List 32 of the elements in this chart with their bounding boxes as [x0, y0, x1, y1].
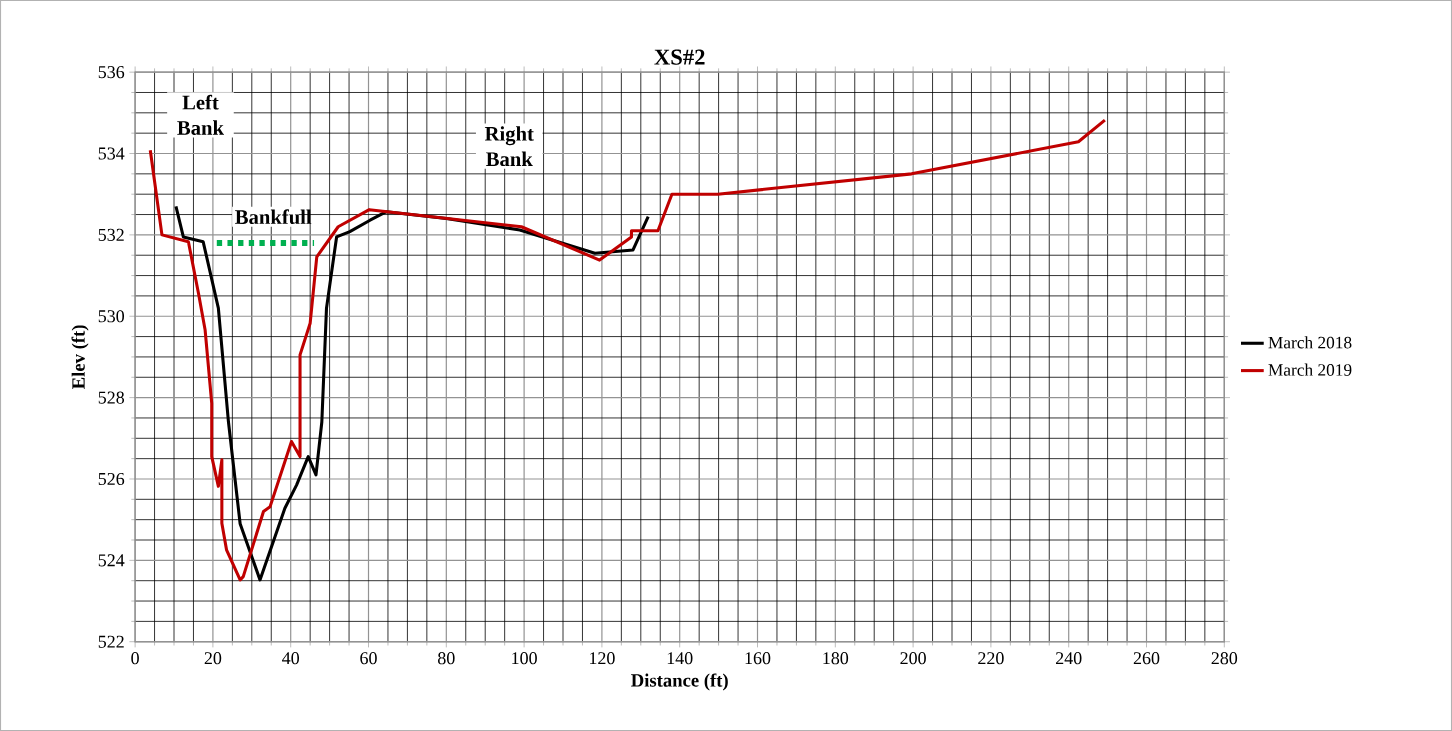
x-tick-label: 240 [1056, 652, 1082, 665]
x-tick-label: 260 [1133, 652, 1160, 665]
x-tick-label: 140 [667, 652, 693, 665]
x-tick-label: 120 [590, 652, 615, 665]
y-tick-label: 522 [98, 635, 124, 648]
y-axis-title: Elev (ft) [71, 325, 89, 389]
y-tick-label: 524 [98, 554, 125, 567]
legend-label: March 2019 [1268, 363, 1352, 376]
chart-title: XS#2 [654, 49, 705, 65]
y-tick-label: 532 [98, 228, 124, 241]
line-series [148, 118, 1107, 582]
x-axis-title: Distance (ft) [631, 673, 728, 691]
annotation: Left Bank [177, 94, 224, 135]
x-tick-label: 60 [360, 652, 377, 665]
legend-label: March 2018 [1268, 336, 1352, 349]
x-tick-label: 20 [204, 652, 222, 665]
y-tick-label: 526 [98, 472, 125, 485]
x-tick-label: 100 [512, 652, 537, 665]
y-tick-label: 536 [98, 66, 125, 79]
x-tick-label: 160 [745, 652, 771, 665]
x-tick-label: 200 [900, 652, 926, 665]
y-tick-label: 530 [98, 310, 125, 323]
annotation: Right Bank [484, 126, 534, 167]
y-tick-label: 528 [98, 391, 125, 404]
x-tick-label: 220 [978, 652, 1004, 665]
y-tick-label: 534 [98, 147, 125, 160]
x-tick-label: 180 [823, 652, 849, 665]
x-tick-label: 80 [438, 652, 455, 665]
x-tick-label: 40 [282, 652, 300, 665]
x-tick-label: 0 [131, 652, 139, 665]
x-tick-label: 280 [1211, 652, 1238, 665]
annotation: Bankfull [235, 209, 312, 224]
